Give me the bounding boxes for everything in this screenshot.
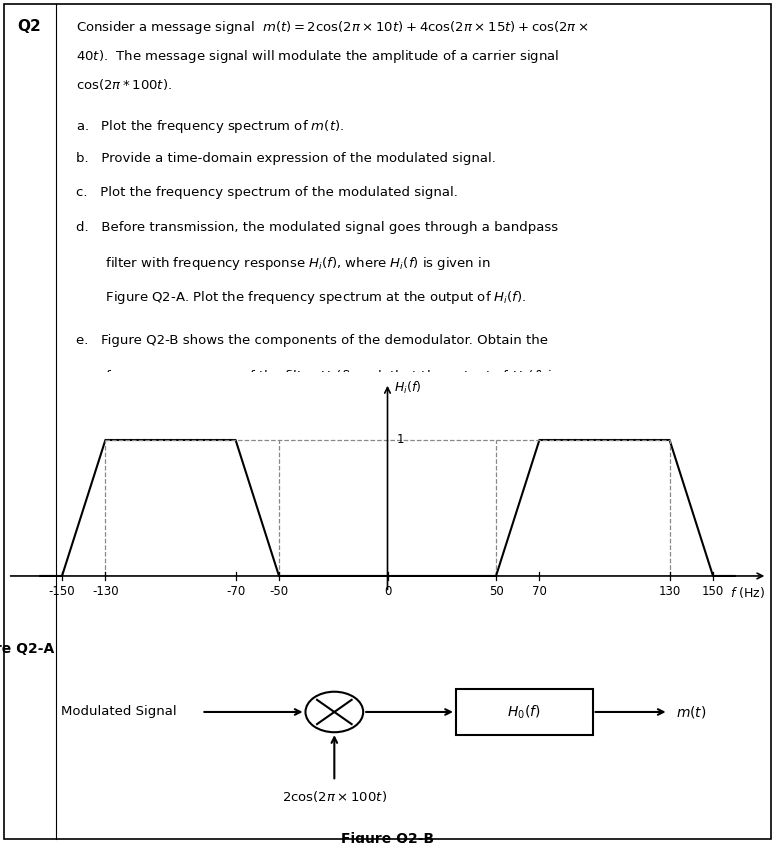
Text: Consider a message signal  $m(t) = 2\cos(2\pi \times 10t) + 4\cos(2\pi \times 15: Consider a message signal $m(t) = 2\cos(… [76,19,589,35]
Text: c.   Plot the frequency spectrum of the modulated signal.: c. Plot the frequency spectrum of the mo… [76,186,458,199]
Text: Figure Q2-B: Figure Q2-B [341,832,434,843]
Text: $f$ (Hz): $f$ (Hz) [730,586,765,600]
Text: Figure Q2-A. Plot the frequency spectrum at the output of $H_i(f)$.: Figure Q2-A. Plot the frequency spectrum… [76,289,527,306]
Text: -150: -150 [49,586,75,599]
Text: $H_i(f)$: $H_i(f)$ [394,380,422,396]
Text: Modulated Signal: Modulated Signal [61,706,177,718]
Text: 1: 1 [396,433,404,447]
Text: $40t)$.  The message signal will modulate the amplitude of a carrier signal: $40t)$. The message signal will modulate… [76,48,560,65]
Text: $2\cos(2\pi \times 100t)$: $2\cos(2\pi \times 100t)$ [282,789,387,804]
Text: 50: 50 [488,586,504,599]
Text: Figure Q2-A: Figure Q2-A [0,642,54,656]
Text: -130: -130 [92,586,119,599]
Text: b.   Provide a time-domain expression of the modulated signal.: b. Provide a time-domain expression of t… [76,152,496,165]
Text: -70: -70 [226,586,245,599]
Text: exactly $m(t)$.: exactly $m(t)$. [76,402,191,419]
Text: e.   Figure Q2-B shows the components of the demodulator. Obtain the: e. Figure Q2-B shows the components of t… [76,334,548,346]
Text: Q2: Q2 [17,19,40,34]
Text: 150: 150 [702,586,724,599]
Text: d.   Before transmission, the modulated signal goes through a bandpass: d. Before transmission, the modulated si… [76,221,558,234]
Text: $\cos(2\pi * 100t)$.: $\cos(2\pi * 100t)$. [76,77,172,92]
FancyBboxPatch shape [456,690,593,734]
Text: 0: 0 [384,586,391,599]
Text: frequency response of the filter $H_0(f)$ such that the output of $H_0(f)$ is: frequency response of the filter $H_0(f)… [76,368,560,385]
Text: 130: 130 [659,586,680,599]
Text: 70: 70 [532,586,547,599]
Text: filter with frequency response $H_i(f)$, where $H_i(f)$ is given in: filter with frequency response $H_i(f)$,… [76,255,491,271]
Text: -50: -50 [270,586,288,599]
Text: a.   Plot the frequency spectrum of $m(t)$.: a. Plot the frequency spectrum of $m(t)$… [76,118,344,135]
Text: $H_0(f)$: $H_0(f)$ [508,703,541,721]
Text: $m(t)$: $m(t)$ [676,704,707,720]
